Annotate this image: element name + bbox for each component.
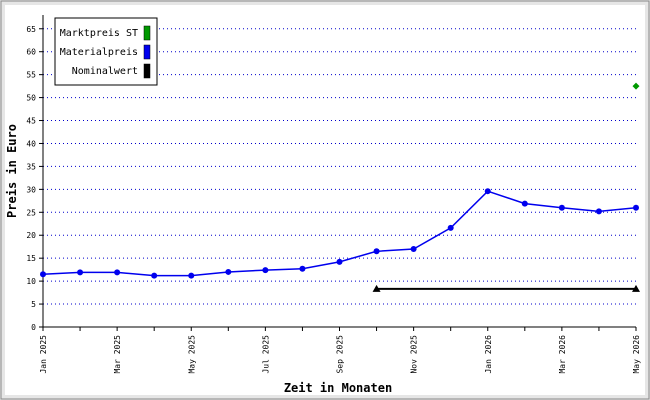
point xyxy=(373,248,380,255)
x-tick-label: May 2026 xyxy=(632,335,641,374)
x-tick-label: Jan 2026 xyxy=(484,335,493,374)
x-tick-label: Jan 2025 xyxy=(39,335,48,374)
y-tick-label: 30 xyxy=(26,185,36,194)
point xyxy=(632,284,640,292)
y-tick-label: 20 xyxy=(26,231,36,240)
point xyxy=(114,269,121,276)
x-tick-label: Nov 2025 xyxy=(410,335,419,374)
x-tick-label: Jul 2025 xyxy=(261,335,270,374)
point xyxy=(225,268,232,275)
point xyxy=(151,272,158,279)
point xyxy=(372,284,381,292)
x-tick-label: Mar 2026 xyxy=(558,335,567,374)
y-tick-label: 55 xyxy=(26,71,36,80)
y-tick-label: 25 xyxy=(26,208,36,217)
y-tick-label: 15 xyxy=(26,254,36,263)
y-tick-label: 5 xyxy=(31,300,36,309)
x-tick-label: Sep 2025 xyxy=(336,335,345,374)
y-axis-label: Preis in Euro xyxy=(5,124,19,218)
point xyxy=(77,269,84,276)
x-tick-label: May 2025 xyxy=(187,335,196,374)
y-tick-label: 0 xyxy=(31,323,36,332)
point xyxy=(410,246,417,252)
point xyxy=(188,272,195,279)
point xyxy=(299,265,306,272)
y-tick-label: 45 xyxy=(26,117,36,126)
y-tick-label: 10 xyxy=(26,277,36,286)
x-tick-label: Mar 2025 xyxy=(113,335,122,374)
point xyxy=(521,200,528,207)
y-tick-label: 50 xyxy=(26,94,36,103)
legend-swatch xyxy=(143,63,151,79)
point xyxy=(262,267,269,274)
point xyxy=(484,188,491,195)
y-tick-label: 60 xyxy=(26,48,36,57)
point xyxy=(447,224,454,231)
legend-swatch xyxy=(143,25,151,41)
y-tick-label: 40 xyxy=(26,139,36,148)
legend-label: Marktpreis ST xyxy=(60,28,138,39)
point xyxy=(336,258,343,265)
x-axis-label: Zeit in Monaten xyxy=(284,381,392,395)
legend-label: Materialpreis xyxy=(60,47,138,58)
point xyxy=(632,82,640,90)
point xyxy=(40,271,46,278)
legend-box xyxy=(54,17,158,86)
legend-label: Nominalwert xyxy=(72,66,138,77)
legend-swatch xyxy=(143,44,151,60)
point xyxy=(595,208,602,215)
y-tick-label: 65 xyxy=(26,25,36,34)
y-tick-label: 35 xyxy=(26,162,36,171)
point xyxy=(558,204,565,211)
point xyxy=(633,204,639,211)
